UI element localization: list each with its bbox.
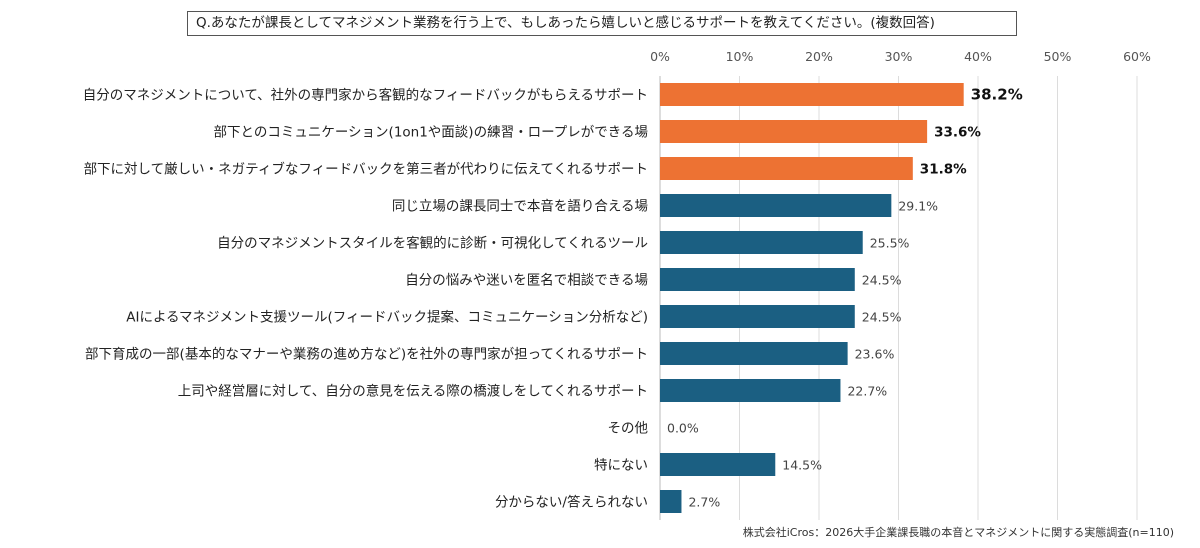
bar bbox=[660, 305, 855, 328]
bar bbox=[660, 379, 841, 402]
bar bbox=[660, 83, 964, 106]
bar bbox=[660, 194, 892, 217]
category-label: 上司や経営層に対して、自分の意見を伝える際の橋渡しをしてくれるサポート bbox=[178, 383, 648, 400]
category-label: AIによるマネジメント支援ツール(フィードバック提案、コミュニケーション分析など… bbox=[126, 309, 648, 326]
value-label: 24.5% bbox=[862, 310, 902, 325]
category-label: その他 bbox=[608, 421, 649, 437]
value-label: 2.7% bbox=[688, 495, 720, 510]
category-label: 自分の悩みや迷いを匿名で相談できる場 bbox=[405, 273, 648, 289]
x-tick-label: 50% bbox=[1044, 49, 1072, 64]
bar bbox=[660, 268, 855, 291]
value-label: 22.7% bbox=[847, 384, 887, 399]
category-label: 部下とのコミュニケーション(1on1や面談)の練習・ロープレができる場 bbox=[213, 125, 648, 141]
category-label: 同じ立場の課長同士で本音を語り合える場 bbox=[392, 198, 648, 215]
value-label: 25.5% bbox=[870, 236, 910, 251]
category-label: 部下育成の一部(基本的なマナーや業務の進め方など)を社外の専門家が担ってくれるサ… bbox=[85, 346, 648, 363]
x-tick-label: 40% bbox=[964, 49, 992, 64]
question-title: Q.あなたが課長としてマネジメント業務を行う上で、もしあったら嬉しいと感じるサポ… bbox=[187, 11, 1017, 36]
value-label: 38.2% bbox=[971, 86, 1023, 104]
value-label: 14.5% bbox=[782, 458, 822, 473]
value-label: 23.6% bbox=[855, 347, 895, 362]
bar bbox=[660, 453, 776, 476]
value-label: 31.8% bbox=[920, 162, 967, 178]
source-note: 株式会社iCros：2026大手企業課長職の本音とマネジメントに関する実態調査(… bbox=[742, 526, 1174, 539]
value-label: 0.0% bbox=[667, 421, 699, 436]
bar bbox=[660, 231, 863, 254]
value-label: 33.6% bbox=[934, 125, 981, 141]
bar bbox=[660, 120, 928, 143]
x-tick-label: 0% bbox=[650, 49, 670, 64]
bar bbox=[660, 157, 913, 180]
x-tick-label: 30% bbox=[885, 49, 913, 64]
x-tick-label: 60% bbox=[1123, 49, 1151, 64]
category-label: 分からない/答えられない bbox=[495, 494, 648, 511]
x-tick-label: 10% bbox=[726, 49, 754, 64]
x-tick-label: 20% bbox=[805, 49, 833, 64]
category-label: 自分のマネジメントについて、社外の専門家から客観的なフィードバックがもらえるサポ… bbox=[83, 87, 648, 104]
bar bbox=[660, 342, 848, 365]
value-label: 24.5% bbox=[862, 273, 902, 288]
category-label: 特にない bbox=[594, 458, 648, 474]
value-label: 29.1% bbox=[898, 199, 938, 214]
category-label: 部下に対して厳しい・ネガティブなフィードバックを第三者が代わりに伝えてくれるサポ… bbox=[84, 161, 648, 178]
category-label: 自分のマネジメントスタイルを客観的に診断・可視化してくれるツール bbox=[217, 235, 648, 252]
bar bbox=[660, 490, 682, 513]
